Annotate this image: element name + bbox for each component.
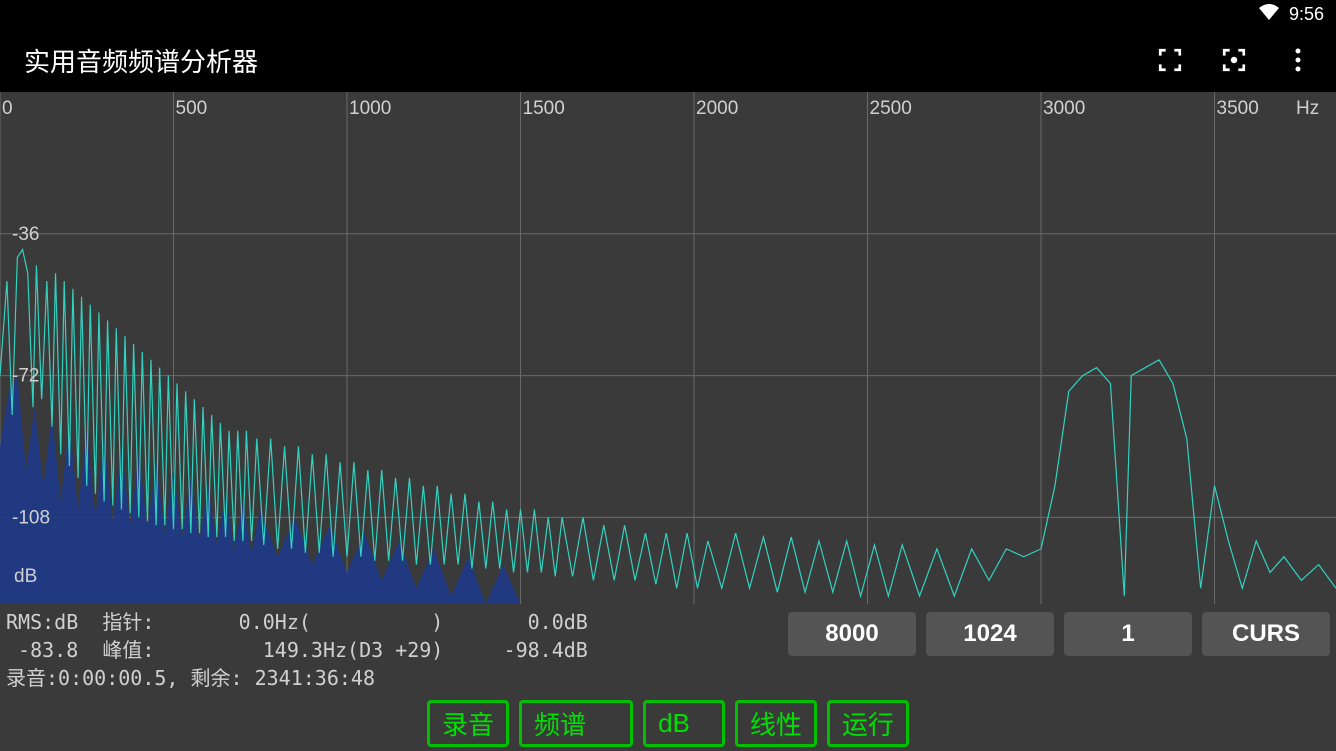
cursor-button[interactable]: CURS <box>1202 612 1330 656</box>
spectrum-plot[interactable]: 0 500 1000 1500 2000 2500 3000 3500 Hz -36 -72 -108… <box>0 92 1336 604</box>
svg-text:500: 500 <box>176 98 208 119</box>
run-button[interactable]: 运行 <box>827 700 909 747</box>
bottom-panel: RMS:dB 指针: 0.0Hz( ) 0.0dB -83.8 峰值: 149.… <box>0 604 1336 751</box>
svg-text:-36: -36 <box>12 224 39 245</box>
readout-text: RMS:dB 指针: 0.0Hz( ) 0.0dB -83.8 峰值: 149.… <box>6 608 588 692</box>
menu-overflow-icon[interactable] <box>1284 46 1312 74</box>
svg-text:2000: 2000 <box>696 98 738 119</box>
status-bar: 9:56 <box>0 0 1336 28</box>
svg-text:1500: 1500 <box>523 98 565 119</box>
app-title: 实用音频频谱分析器 <box>24 42 258 79</box>
fullscreen-icon[interactable] <box>1156 46 1184 74</box>
app-bar: 实用音频频谱分析器 <box>0 28 1336 92</box>
fft-size-button[interactable]: 1024 <box>926 612 1054 656</box>
status-time: 9:56 <box>1289 4 1324 25</box>
svg-text:3000: 3000 <box>1043 98 1085 119</box>
svg-text:1000: 1000 <box>349 98 391 119</box>
sample-rate-button[interactable]: 8000 <box>788 612 916 656</box>
focus-icon[interactable] <box>1220 46 1248 74</box>
linear-button[interactable]: 线性 <box>735 700 817 747</box>
avg-button[interactable]: 1 <box>1064 612 1192 656</box>
record-button[interactable]: 录音 <box>427 700 509 747</box>
svg-text:Hz: Hz <box>1296 98 1319 119</box>
db-button[interactable]: dB <box>643 700 725 747</box>
spectrum-button[interactable]: 频谱 <box>519 700 633 747</box>
svg-text:dB: dB <box>14 566 37 587</box>
svg-text:0: 0 <box>2 98 13 119</box>
svg-text:2500: 2500 <box>870 98 912 119</box>
svg-text:-108: -108 <box>12 507 50 528</box>
wifi-icon <box>1259 4 1279 25</box>
spectrum-svg: 0 500 1000 1500 2000 2500 3000 3500 Hz -36 -72 -108… <box>0 92 1336 604</box>
svg-text:3500: 3500 <box>1217 98 1259 119</box>
svg-text:-72: -72 <box>12 366 39 387</box>
